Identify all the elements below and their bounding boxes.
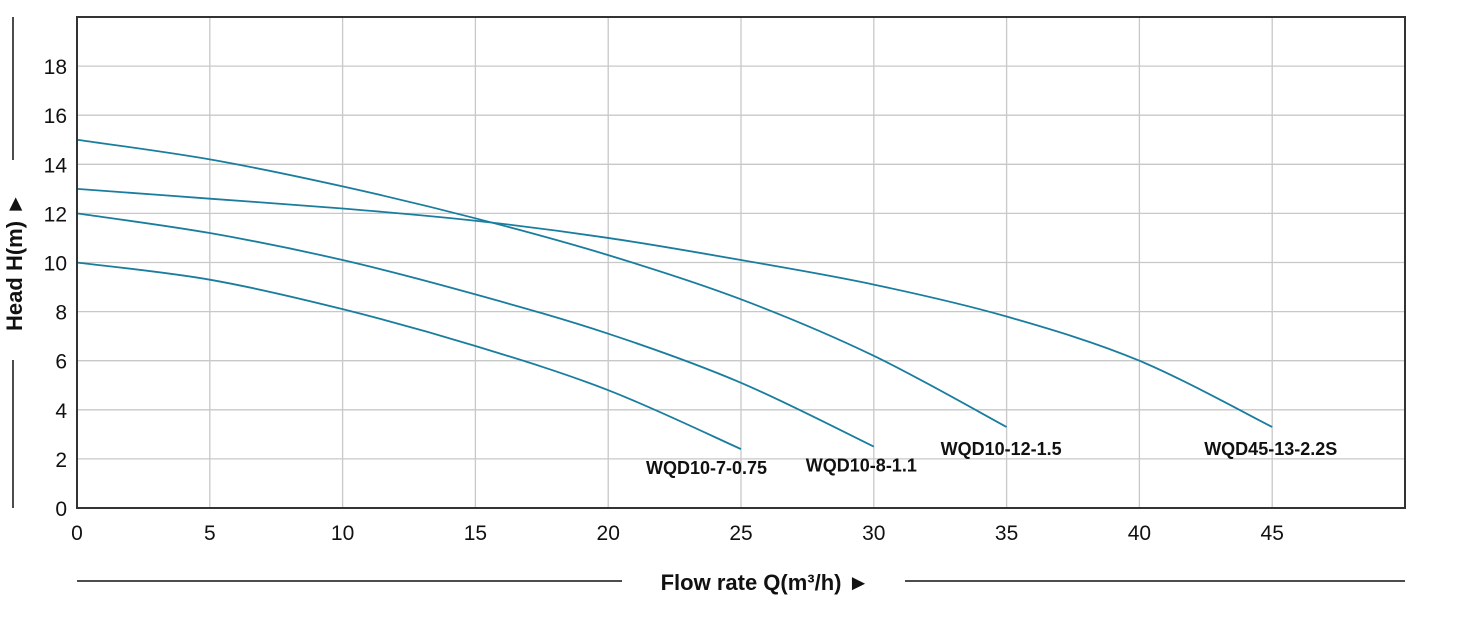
x-tick-label: 35 [995, 522, 1018, 545]
x-tick-label: 5 [204, 522, 216, 545]
y-tick-label: 16 [44, 105, 67, 128]
y-tick-label: 14 [44, 154, 68, 177]
y-axis-label: Head H(m) ► [2, 193, 27, 331]
curves [76, 138, 1273, 450]
y-tick-label: 0 [55, 498, 67, 521]
y-tick-label: 10 [44, 253, 67, 276]
y-tick-label: 8 [55, 302, 67, 325]
curve-wqd10-8-1.1 [76, 212, 875, 448]
y-tick-label: 6 [55, 351, 67, 374]
series-label: WQD45-13-2.2S [1204, 439, 1337, 459]
curve-wqd45-13-2.2s [76, 187, 1273, 428]
series-labels: WQD10-7-0.75 WQD10-8-1.1 WQD10-12-1.5 WQD45… [646, 439, 1337, 478]
y-tick-label: 12 [44, 203, 67, 226]
series-label: WQD10-8-1.1 [806, 456, 917, 476]
series-label: WQD10-12-1.5 [941, 439, 1062, 459]
x-tick-label: 40 [1128, 522, 1151, 545]
x-tick-label: 30 [862, 522, 885, 545]
grid [77, 17, 1405, 508]
curve-wqd10-7-0.75 [76, 261, 742, 450]
series-label: WQD10-7-0.75 [646, 458, 767, 478]
x-tick-label: 45 [1261, 522, 1284, 545]
x-tick-label: 20 [597, 522, 620, 545]
x-axis-label: Flow rate Q(m³/h) ► [661, 570, 870, 595]
tick-labels: 0 5 10 15 20 25 30 35 40 45 0 2 4 6 8 10 12 14 16 18 [44, 56, 1284, 545]
y-tick-label: 18 [44, 56, 67, 79]
y-tick-label: 2 [55, 449, 67, 472]
x-tick-label: 10 [331, 522, 354, 545]
y-tick-label: 4 [55, 400, 67, 423]
curve-wqd10-12-1.5 [76, 138, 1008, 428]
x-tick-label: 0 [71, 522, 83, 545]
plot-frame [76, 16, 1406, 509]
x-tick-label: 25 [729, 522, 752, 545]
x-tick-label: 15 [464, 522, 487, 545]
